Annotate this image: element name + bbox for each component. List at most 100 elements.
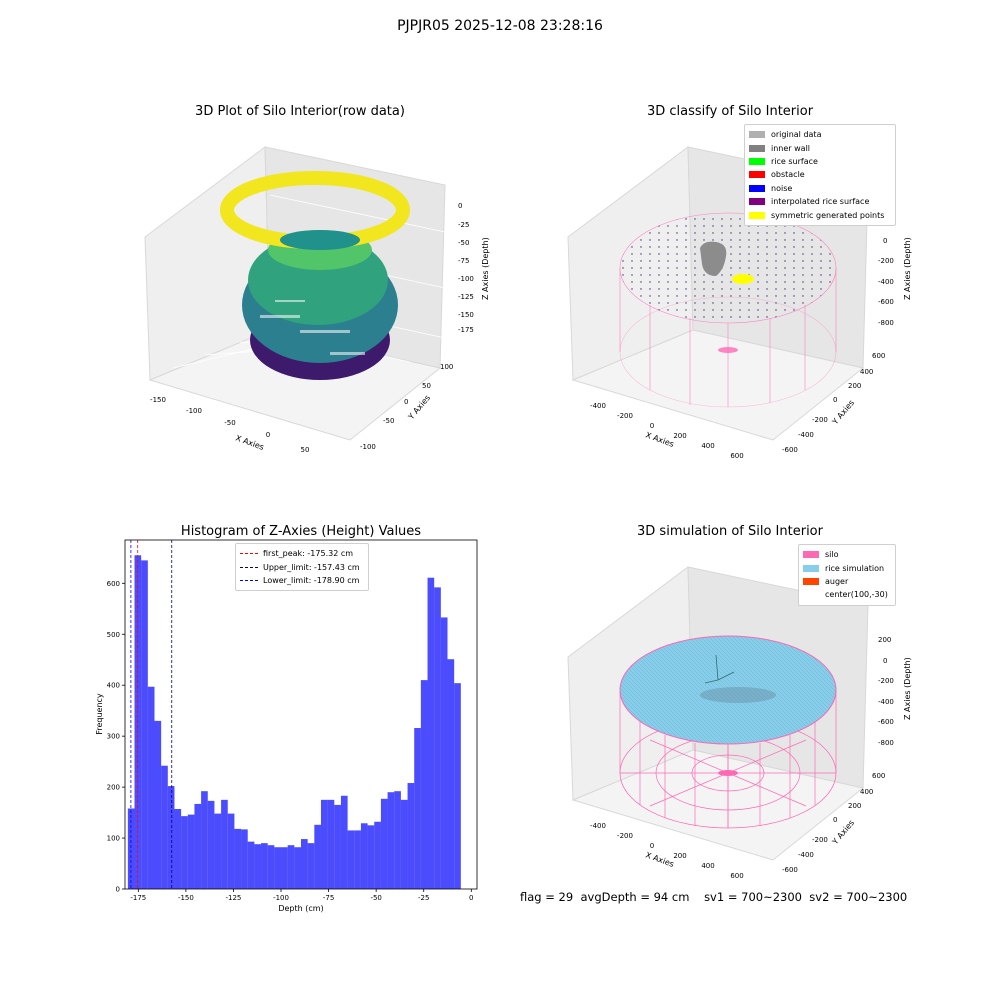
classify-surface-dots — [620, 213, 836, 323]
raw-ztick: -100 — [458, 275, 474, 283]
raw-xtick: 0 — [266, 431, 270, 439]
raw-ztick: -25 — [458, 221, 469, 229]
histogram-x-tick-label: 0 — [469, 894, 473, 902]
simulation-ytick: -400 — [798, 851, 814, 859]
histogram-bar — [394, 791, 401, 889]
histogram-bar — [227, 813, 235, 889]
histogram-bar — [154, 720, 162, 889]
simulation-ytick: 0 — [833, 816, 837, 824]
classify-legend-swatch — [749, 157, 765, 165]
histogram-reference-lines — [130, 540, 173, 889]
classify-legend-item: noise — [749, 182, 891, 195]
histogram-bar — [254, 844, 262, 889]
histogram-x-ticks: -175 -150 -125 -100 -75 -50 -25 0 — [130, 889, 474, 902]
histogram-legend: first_peak: -175.32 cm Upper_limit: -157.… — [235, 543, 369, 592]
histogram-legend-label: Upper_limit: -157.43 cm — [263, 562, 360, 572]
classify-ytick: -400 — [798, 431, 814, 439]
histogram-bar — [281, 847, 288, 889]
histogram-bar — [241, 829, 248, 889]
histogram-bar — [327, 799, 335, 889]
classify-xtick: 200 — [673, 432, 686, 440]
raw-ztick: -125 — [458, 293, 474, 301]
histogram-bar — [301, 839, 308, 889]
classify-xtick: -400 — [590, 402, 606, 410]
histogram-bar — [261, 843, 268, 889]
raw-z-label: Z Axies (Depth) — [481, 237, 490, 300]
raw-plot-title: 3D Plot of Silo Interior(row data) — [195, 104, 405, 119]
histogram-bar — [347, 830, 355, 889]
simulation-xtick: -400 — [590, 822, 606, 830]
histogram-bar — [387, 792, 395, 889]
histogram-x-tick-label: -100 — [273, 894, 289, 902]
classify-legend-swatch — [749, 211, 765, 219]
histogram-bar — [181, 816, 188, 889]
simulation-legend-label: center(100,-30) — [825, 590, 888, 600]
raw-ytick: 50 — [422, 382, 431, 390]
histogram-bar — [374, 821, 381, 889]
histogram-y-tick-label: 300 — [107, 733, 120, 741]
histogram-bar — [167, 786, 175, 889]
simulation-legend-item: center(100,-30) — [803, 588, 891, 601]
simulation-legend: silo rice simulation auger center(100,-30) — [798, 544, 896, 606]
histogram-title: Histogram of Z-Axies (Height) Values — [180, 524, 422, 539]
classify-legend-swatch — [749, 171, 765, 179]
histogram-bar — [207, 800, 215, 889]
simulation-legend-swatch — [803, 551, 819, 559]
histogram-bar — [294, 847, 301, 889]
classify-legend-label: interpolated rice surface — [771, 197, 870, 207]
raw-xtick: -100 — [186, 407, 202, 415]
histogram-bar — [174, 809, 182, 889]
simulation-plot-title: 3D simulation of Silo Interior — [637, 524, 823, 539]
classify-legend-item: rice surface — [749, 155, 891, 168]
histogram-bar — [307, 843, 315, 889]
histogram-y-tick-label: 500 — [107, 631, 120, 639]
simulation-ytick: -200 — [812, 836, 828, 844]
classify-inner-wall — [700, 241, 727, 276]
raw-xtick: -150 — [150, 396, 166, 404]
simulation-legend-label: silo — [825, 550, 839, 560]
histogram-x-label: Depth (cm) — [278, 904, 323, 913]
histogram-bar — [161, 765, 168, 889]
classify-legend-item: inner wall — [749, 141, 891, 154]
histogram-frame — [124, 539, 478, 890]
histogram-bar — [407, 783, 415, 889]
classify-legend-label: symmetric generated points — [771, 210, 885, 220]
classify-xtick: 0 — [650, 422, 654, 430]
histogram-bar — [141, 560, 148, 889]
histogram-bar — [400, 799, 408, 889]
raw-xtick: 50 — [301, 446, 310, 454]
histogram-bar — [147, 686, 155, 889]
status-flag: flag = 29 — [520, 890, 574, 904]
histogram-legend-item: Lower_limit: -178.90 cm — [240, 574, 364, 587]
simulation-legend-swatch — [803, 591, 819, 598]
simulation-legend-item: auger — [803, 575, 891, 588]
raw-ytick: -50 — [383, 417, 394, 425]
histogram-y-tick-label: 400 — [107, 682, 120, 690]
histogram-bar — [414, 728, 421, 889]
classify-xtick: 600 — [730, 452, 743, 460]
classify-legend-label: obstacle — [771, 170, 805, 180]
classify-legend: original data inner wall rice surface obsta… — [744, 124, 896, 226]
histogram-y-tick-label: 100 — [107, 835, 120, 843]
simulation-legend-label: auger — [825, 576, 849, 586]
status-avg-depth: avgDepth = 94 cm — [580, 890, 690, 904]
raw-ytick: 0 — [404, 398, 408, 406]
histogram-bar — [427, 577, 435, 889]
raw-xtick: -50 — [224, 419, 235, 427]
raw-ytick: -100 — [360, 443, 376, 451]
simulation-z-label: Z Axies (Depth) — [903, 657, 912, 720]
histogram-legend-label: first_peak: -175.32 cm — [263, 549, 354, 559]
raw-ztick: 0 — [458, 202, 462, 210]
histogram-x-tick-label: -125 — [226, 894, 242, 902]
histogram-bar — [340, 795, 348, 889]
raw-ztick: -50 — [458, 239, 469, 247]
raw-ztick: -175 — [458, 326, 474, 334]
histogram-bar — [247, 841, 255, 889]
simulation-silo-wireframe — [619, 690, 837, 829]
simulation-ztick: 200 — [878, 636, 891, 644]
histogram-bar — [360, 823, 368, 889]
histogram-bar — [314, 824, 321, 889]
classify-legend-swatch — [749, 184, 765, 192]
classify-ztick: -600 — [878, 298, 894, 306]
